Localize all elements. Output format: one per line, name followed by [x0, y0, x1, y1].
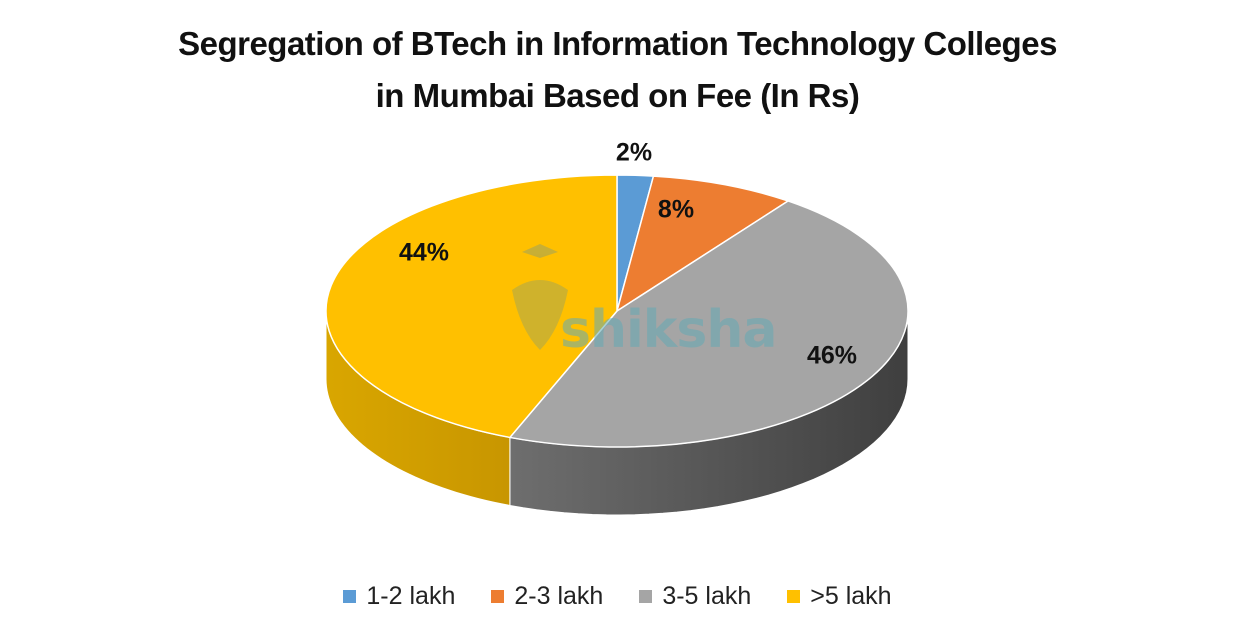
- chart-title: Segregation of BTech in Information Tech…: [0, 18, 1235, 122]
- legend-swatch: [491, 590, 505, 603]
- pie-slice--5-lakh: [325, 174, 618, 439]
- legend-item-2-3-lakh: 2-3 lakh: [491, 582, 603, 611]
- legend-swatch: [639, 590, 653, 603]
- pie-slices: [325, 174, 909, 448]
- legend-label: >5 lakh: [810, 582, 892, 610]
- chart-title-line-2: in Mumbai Based on Fee (In Rs): [375, 77, 860, 114]
- data-label: 2%: [615, 138, 653, 167]
- legend-item-1-2-lakh: 1-2 lakh: [343, 582, 455, 611]
- pie-slice-2-3-lakh: [615, 175, 790, 313]
- chart-legend: 1-2 lakh 2-3 lakh 3-5 lakh >5 lakh: [0, 582, 1235, 611]
- legend-item-3-5-lakh: 3-5 lakh: [639, 582, 751, 611]
- legend-label: 1-2 lakh: [366, 582, 456, 610]
- legend-item-over-5-lakh: >5 lakh: [787, 582, 892, 611]
- pie-slice-3-5-lakh: [508, 200, 909, 448]
- data-label: 44%: [398, 238, 450, 267]
- watermark-logo: [512, 244, 568, 350]
- legend-swatch: [343, 590, 357, 603]
- data-label: 46%: [806, 341, 858, 370]
- chart-title-line-1: Segregation of BTech in Information Tech…: [178, 25, 1057, 62]
- legend-label: 2-3 lakh: [514, 582, 604, 610]
- legend-swatch: [787, 590, 801, 603]
- data-label: 8%: [657, 195, 695, 224]
- watermark-text: shiksha: [560, 300, 777, 360]
- legend-label: 3-5 lakh: [662, 582, 752, 610]
